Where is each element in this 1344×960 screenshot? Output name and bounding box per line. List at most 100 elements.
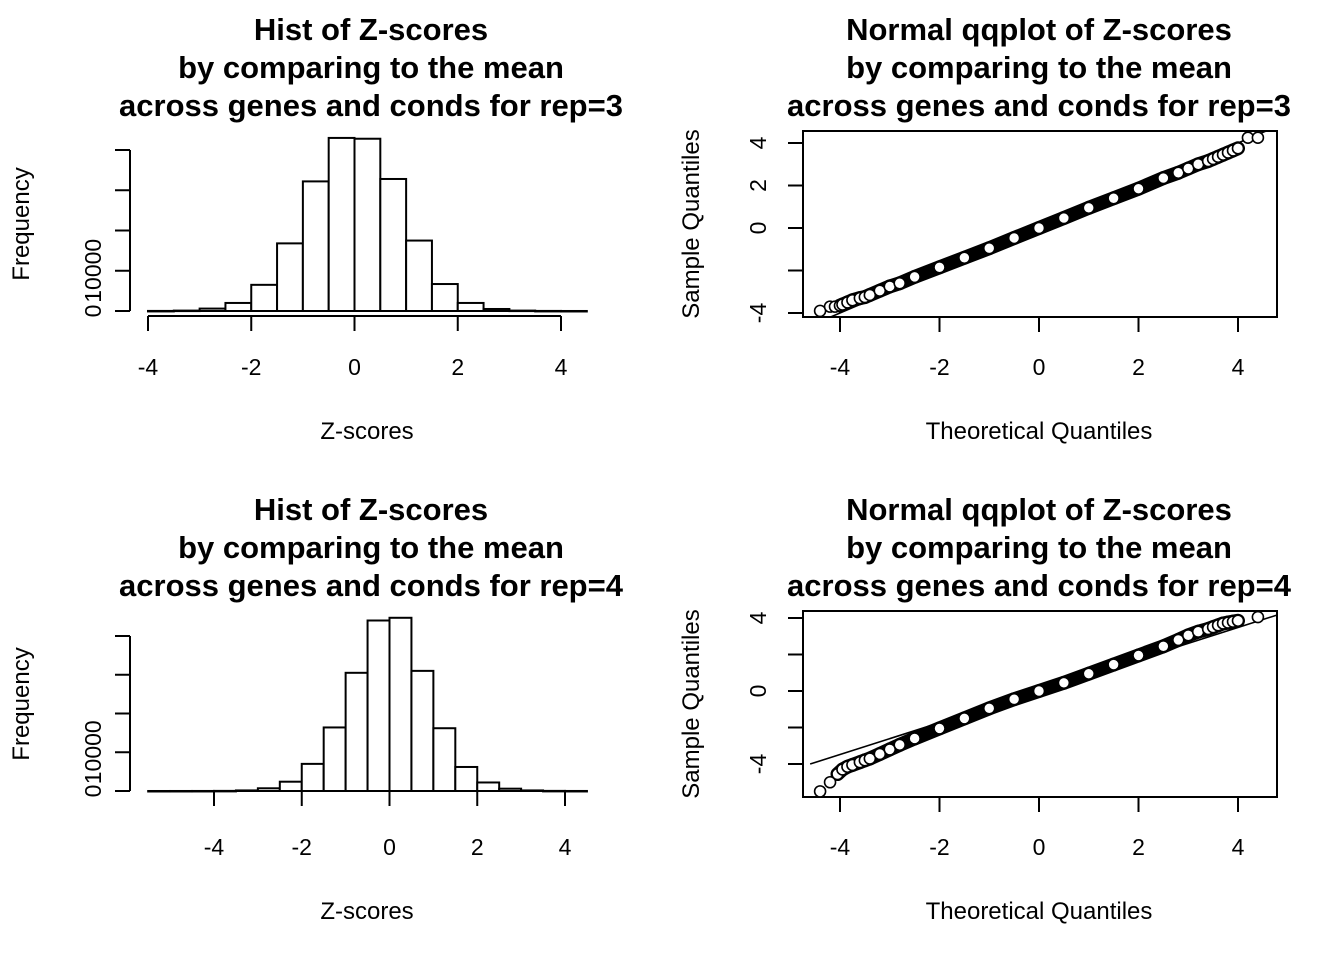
- qq-point: [1157, 639, 1170, 653]
- qq-point: [1007, 231, 1021, 245]
- qq-point: [1057, 211, 1071, 225]
- x-tick-label: 2: [451, 354, 464, 380]
- hist-rep4-title-line2: by comparing to the mean: [178, 530, 564, 565]
- hist-bar: [276, 242, 304, 313]
- hist-rep3-xlabel: Z-scores: [320, 418, 413, 445]
- hist-rep4-x-axis: -4 -2 0 2 4: [204, 790, 572, 860]
- hist-bar: [388, 616, 413, 792]
- x-tick-label: -4: [204, 834, 225, 860]
- qq-rep3-panel: Normal qqplot of Z-scores by comparing t…: [678, 12, 1291, 445]
- hist-bar: [482, 307, 511, 312]
- x-tick-label: 4: [555, 354, 568, 380]
- qq-rep4-xlabel: Theoretical Quantiles: [926, 898, 1153, 925]
- qq-rep3-title-line3: across genes and conds for rep=3: [787, 88, 1291, 123]
- y-tick-label: -4: [745, 303, 771, 324]
- x-tick-label: 2: [1132, 354, 1145, 380]
- qq-point: [873, 747, 887, 761]
- hist-bar: [456, 301, 485, 313]
- x-tick-label: -4: [138, 354, 159, 380]
- qq-point: [1107, 658, 1120, 671]
- qq-rep4-title-line1: Normal qqplot of Z-scores: [846, 492, 1232, 527]
- qq-rep3-xlabel: Theoretical Quantiles: [926, 418, 1153, 445]
- x-tick-label: 2: [1132, 834, 1145, 860]
- qq-point: [1082, 201, 1096, 215]
- qq-point: [1007, 692, 1021, 706]
- qq-point: [1032, 221, 1046, 235]
- x-tick-label: 0: [1033, 834, 1046, 860]
- qq-point: [982, 241, 996, 255]
- hist-bar: [405, 239, 433, 312]
- hist-bar: [191, 789, 215, 793]
- hist-bar: [379, 177, 408, 312]
- hist-bar: [327, 136, 356, 312]
- hist-rep4-title-line1: Hist of Z-scores: [254, 492, 488, 527]
- hist-bar: [560, 309, 588, 313]
- y-tick-label: 10000: [80, 720, 106, 784]
- hist-bar: [300, 762, 325, 792]
- x-tick-label: -4: [830, 834, 851, 860]
- y-tick-label: 0: [745, 222, 771, 235]
- hist-bar: [278, 780, 303, 793]
- qq-rep3-y-axis: -4 0 2 4: [745, 136, 803, 323]
- hist-rep4-xlabel: Z-scores: [320, 898, 413, 925]
- qq-point: [813, 785, 827, 798]
- hist-rep3-bars: [147, 136, 588, 313]
- qq-rep3-title-line1: Normal qqplot of Z-scores: [846, 12, 1232, 47]
- qq-rep4-panel: Normal qqplot of Z-scores by comparing t…: [678, 492, 1292, 925]
- y-tick-label: 0: [745, 685, 771, 698]
- hist-rep3-y-axis: 0 10000: [80, 149, 131, 318]
- qq-rep3-x-axis: -4 -2 0 2 4: [830, 316, 1245, 380]
- qq-point: [908, 732, 921, 745]
- qq-point: [1251, 610, 1265, 624]
- qq-point: [1057, 676, 1071, 690]
- qq-point: [1107, 191, 1120, 205]
- hist-bar: [353, 137, 382, 312]
- y-tick-label: 0: [80, 305, 106, 318]
- qq-point: [1157, 171, 1170, 185]
- qq-point: [1231, 142, 1245, 155]
- hist-bar: [534, 309, 562, 313]
- hist-bar: [454, 765, 479, 792]
- hist-bar: [432, 727, 457, 792]
- hist-rep3-title-line2: by comparing to the mean: [178, 50, 564, 85]
- hist-bar: [250, 283, 279, 312]
- y-tick-label: 10000: [80, 239, 106, 303]
- hist-bar: [476, 781, 501, 792]
- hist-bar: [172, 309, 201, 313]
- qq-point: [1082, 667, 1096, 680]
- qq-rep4-title-line2: by comparing to the mean: [846, 530, 1232, 565]
- qq-point: [1231, 614, 1245, 628]
- hist-bar: [147, 309, 175, 313]
- x-tick-label: -2: [929, 834, 949, 860]
- x-tick-label: -2: [929, 354, 949, 380]
- y-tick-label: 0: [80, 785, 106, 798]
- hist-rep4-title-line3: across genes and conds for rep=4: [119, 568, 624, 603]
- qq-point: [1172, 633, 1185, 647]
- qq-rep4-ylabel: Sample Quantiles: [678, 609, 705, 798]
- x-tick-label: 0: [383, 834, 396, 860]
- y-tick-label: -4: [745, 754, 771, 775]
- qq-rep3-points: [813, 131, 1265, 318]
- hist-bar: [322, 726, 347, 793]
- qq-point: [933, 261, 946, 274]
- x-tick-label: 2: [471, 834, 484, 860]
- hist-rep4-panel: Hist of Z-scores by comparing to the mea…: [8, 492, 624, 925]
- qq-point: [893, 276, 907, 290]
- qq-rep4-y-axis: -4 0 4: [745, 611, 803, 774]
- hist-bar: [430, 283, 459, 313]
- qq-point: [893, 738, 907, 752]
- qq-rep4-x-axis: -4 -2 0 2 4: [830, 796, 1245, 860]
- qq-rep3-ylabel: Sample Quantiles: [678, 129, 705, 318]
- x-tick-label: 4: [1232, 354, 1245, 380]
- qq-point: [1132, 649, 1145, 662]
- y-tick-label: 2: [745, 179, 771, 192]
- hist-bar: [198, 307, 227, 312]
- qq-point: [982, 702, 996, 715]
- x-tick-label: 4: [1232, 834, 1245, 860]
- hist-rep3-title-line1: Hist of Z-scores: [254, 12, 488, 47]
- hist-bar: [344, 671, 369, 792]
- qq-rep4-points: [813, 610, 1265, 798]
- hist-bar: [366, 619, 391, 792]
- qq-point: [908, 270, 921, 284]
